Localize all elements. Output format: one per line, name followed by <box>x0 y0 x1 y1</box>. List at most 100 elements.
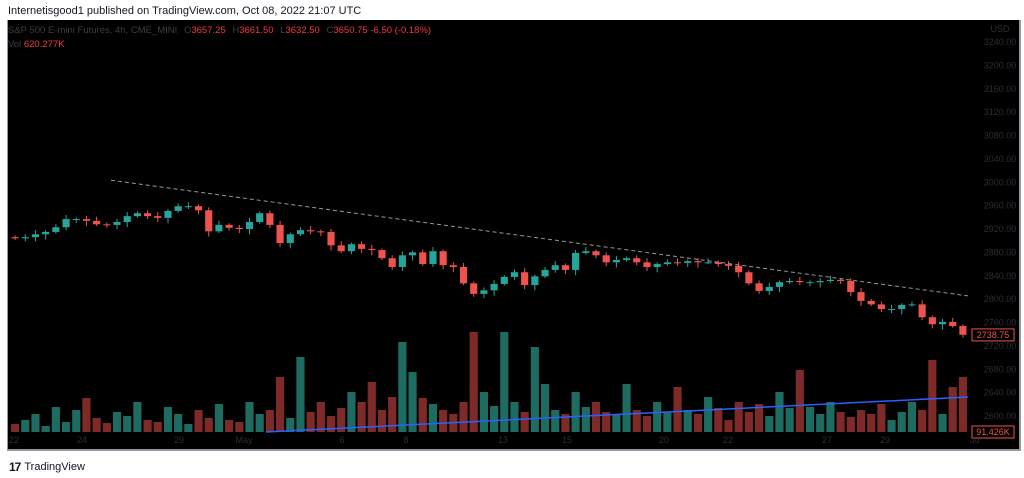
volume-bar <box>540 384 550 432</box>
footer-brand[interactable]: 17 TradingView <box>9 460 85 474</box>
candle-body <box>816 281 824 283</box>
volume-bar <box>204 418 213 432</box>
time-tick-label: 6 <box>339 435 344 445</box>
candle-body <box>592 251 600 256</box>
price-tick-label: 2760.00 <box>984 318 1017 328</box>
volume-bar <box>663 412 672 432</box>
volume-bar <box>938 414 947 432</box>
candle-body <box>235 227 243 229</box>
volume-bar <box>163 407 173 432</box>
volume-bar <box>948 387 957 432</box>
volume-bar <box>775 392 784 432</box>
volume-bar <box>754 404 764 432</box>
candle-body <box>765 286 773 291</box>
volume-bar <box>846 417 855 432</box>
volume-bar <box>153 422 162 432</box>
volume-label: Vol <box>8 39 22 50</box>
candle-body <box>490 283 498 291</box>
price-tick-label: 3120.00 <box>984 107 1017 117</box>
chart-svg[interactable]: USD 3240.00 3200.00 3160.00 3120.00 3080.00 30… <box>8 20 1019 449</box>
candle-body <box>470 283 478 294</box>
candle-body <box>307 230 315 232</box>
volume-bar <box>306 412 315 432</box>
last-volume-label: 91.426K <box>976 427 1010 437</box>
volume-bar <box>581 407 590 432</box>
volume-bar <box>836 412 845 432</box>
candle-body <box>82 219 91 221</box>
candle-body <box>633 258 641 263</box>
candle-body <box>103 224 111 226</box>
candle-body <box>184 206 192 208</box>
time-tick-label: 29 <box>880 435 890 445</box>
volume-bar <box>673 387 682 432</box>
volume-bar <box>724 420 733 432</box>
volume-bar <box>112 412 122 432</box>
volume-bar <box>826 402 835 432</box>
close-value: 3650.75 <box>333 25 368 36</box>
volume-bar <box>439 410 448 432</box>
chart-area[interactable]: USD 3240.00 3200.00 3160.00 3120.00 3080.00 30… <box>7 20 1021 451</box>
candle-body <box>500 276 508 284</box>
candle-body <box>612 259 620 263</box>
volume-bar <box>41 426 50 432</box>
volume-bar <box>744 412 753 432</box>
candle-body <box>154 216 162 218</box>
candle-body <box>541 269 549 277</box>
volume-bar <box>877 404 886 432</box>
candle-body <box>347 244 355 252</box>
volume-bar <box>571 392 580 432</box>
volume-value: 620.277K <box>23 39 65 50</box>
volume-bar <box>133 402 142 432</box>
volume-bar <box>225 420 234 432</box>
time-tick-label: 29 <box>174 435 184 445</box>
candle-body <box>561 265 570 270</box>
last-price-label: 2738.75 <box>977 330 1010 340</box>
candle-body <box>52 227 60 232</box>
volume-bar <box>734 402 743 432</box>
candle-body <box>266 213 274 225</box>
price-tick-label: 3200.00 <box>984 60 1017 70</box>
candle-body <box>31 234 40 238</box>
high-value: 3661.50 <box>239 25 274 36</box>
volume-bar <box>958 377 967 432</box>
volume-bar <box>683 410 692 432</box>
volume-bar <box>918 410 927 432</box>
price-tick-label: 2840.00 <box>984 271 1017 281</box>
candle-body <box>449 265 457 267</box>
candle-body <box>877 304 885 310</box>
candle-body <box>908 304 916 306</box>
time-tick-label: 27 <box>822 435 832 445</box>
candle-body <box>459 266 468 284</box>
candle-body <box>837 279 845 282</box>
candle-body <box>327 231 335 246</box>
price-tick-label: 2600.00 <box>984 411 1017 421</box>
price-tick-label: 2960.00 <box>984 201 1017 211</box>
candle-body <box>429 251 437 265</box>
volume-bar <box>653 402 662 432</box>
symbol-name[interactable]: S&P 500 E-mini Futures, 4h, CME_MINI <box>8 25 178 36</box>
candle-body <box>194 206 203 211</box>
volume-bar <box>82 398 91 432</box>
volume-bar <box>469 332 478 432</box>
volume-bar <box>805 407 815 432</box>
candle-body <box>388 258 396 267</box>
candle-body <box>938 321 947 325</box>
volume-bar <box>347 392 356 432</box>
open-value: 3657.25 <box>191 25 226 36</box>
volume-bar <box>418 398 427 432</box>
volume-bar <box>72 410 81 432</box>
candle-body <box>439 251 447 266</box>
candle-body <box>572 252 580 270</box>
price-tick-label: 3040.00 <box>984 154 1017 164</box>
volume-bar <box>61 422 71 432</box>
candle-body <box>358 244 366 249</box>
price-tick-label: 3000.00 <box>984 177 1017 187</box>
volume-bar <box>816 414 825 432</box>
candle-body <box>673 262 682 264</box>
volume-bar <box>102 423 111 432</box>
candle-body <box>704 262 712 264</box>
volume-ma-line <box>265 396 969 433</box>
volume-bar <box>490 406 499 432</box>
volume-bar <box>255 414 264 432</box>
candle-body <box>847 281 855 293</box>
